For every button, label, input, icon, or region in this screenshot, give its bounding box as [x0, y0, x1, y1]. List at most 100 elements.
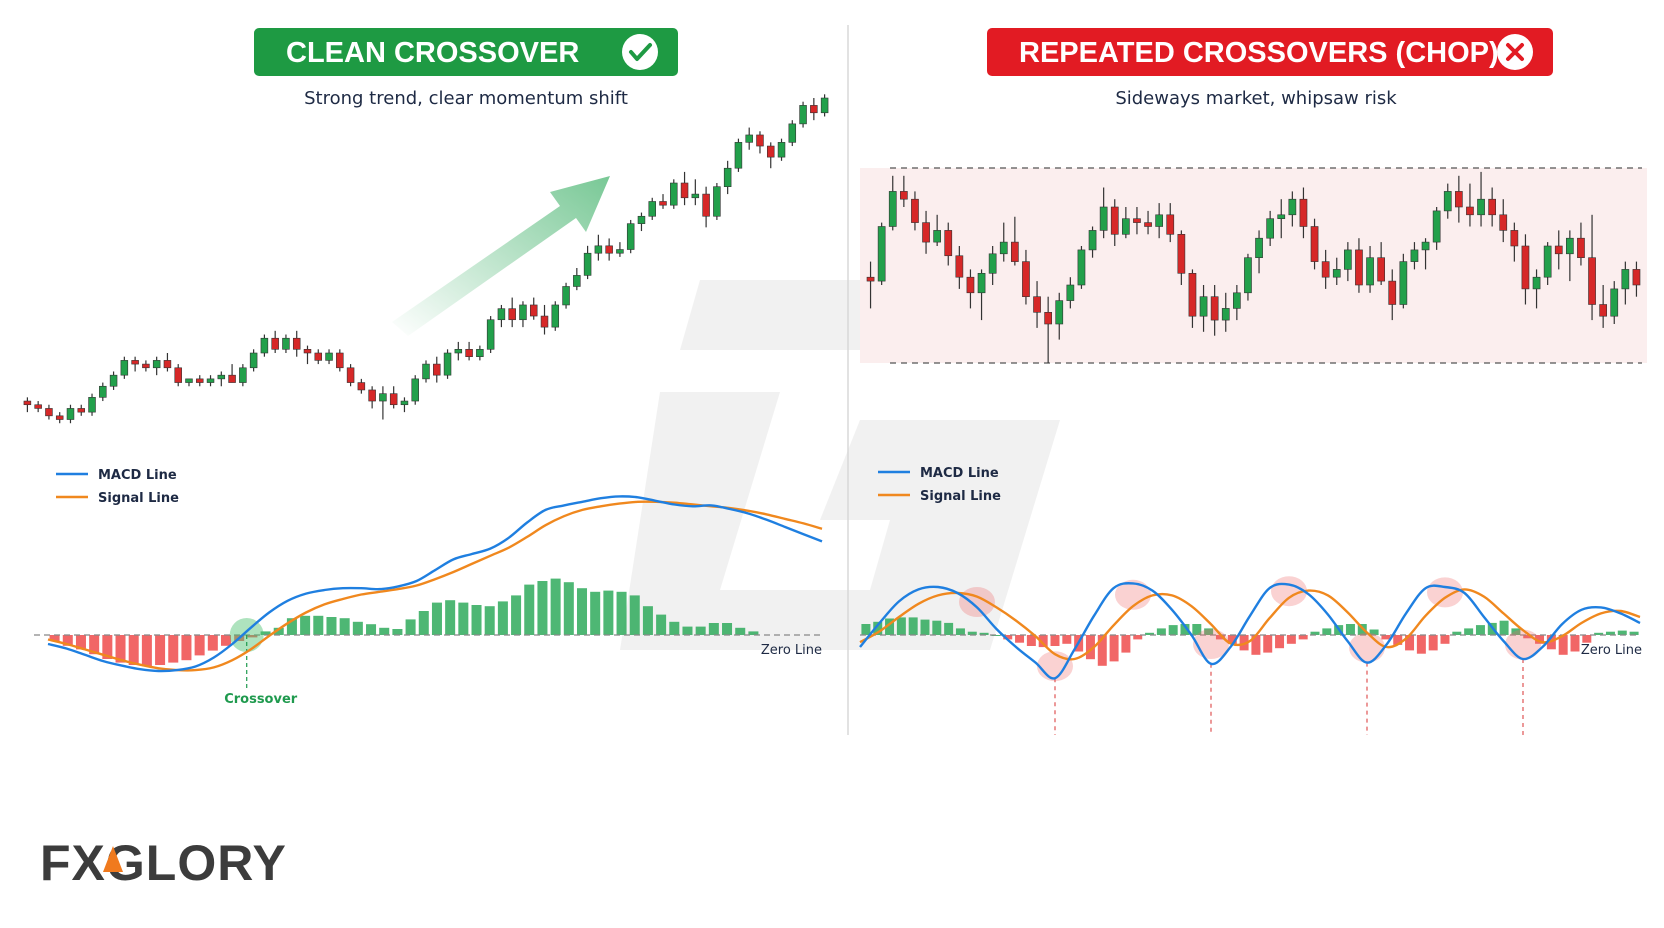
- candle: [899, 191, 908, 200]
- histogram-bar: [629, 595, 640, 635]
- legend: MACD Line Signal Line: [56, 468, 179, 506]
- candle: [1565, 237, 1574, 255]
- candle: [336, 352, 344, 369]
- histogram-bar: [1475, 625, 1485, 635]
- histogram-bar: [1310, 631, 1320, 635]
- histogram-bar: [207, 635, 218, 651]
- histogram-bar: [656, 614, 667, 635]
- histogram-bar: [1133, 635, 1143, 640]
- candle: [955, 255, 964, 278]
- histogram-bar: [445, 600, 456, 635]
- histogram-bar: [669, 621, 680, 635]
- histogram-bar: [1003, 635, 1013, 640]
- crossover-marker: [1037, 651, 1073, 682]
- candle: [77, 408, 86, 413]
- candle: [1199, 296, 1208, 317]
- candle: [648, 201, 656, 217]
- histogram-bar: [1227, 635, 1237, 644]
- candle: [1521, 245, 1530, 290]
- candle: [1033, 296, 1041, 313]
- histogram-bar: [1322, 628, 1332, 635]
- candle: [1133, 218, 1141, 223]
- histogram-bar: [1594, 632, 1604, 635]
- histogram-bar: [286, 618, 297, 635]
- candle: [1410, 249, 1419, 262]
- candle: [1232, 292, 1241, 309]
- histogram-bar: [896, 617, 906, 635]
- histogram-bar: [1275, 635, 1285, 649]
- histogram-bar: [1286, 635, 1296, 644]
- candle: [249, 352, 258, 369]
- histogram-bar: [194, 635, 205, 656]
- logo-text: FXGLORY: [40, 835, 287, 891]
- candle: [271, 337, 279, 350]
- candle: [1632, 269, 1641, 286]
- histogram-bar: [1605, 631, 1615, 635]
- candle: [1399, 261, 1408, 305]
- candle: [670, 182, 678, 206]
- histogram-bar: [1109, 635, 1119, 662]
- crossover-marker: [1505, 629, 1541, 660]
- histogram-bar: [603, 590, 614, 635]
- histogram-bar: [497, 601, 508, 635]
- candle: [99, 385, 107, 398]
- candles: [866, 171, 1641, 363]
- candle: [1210, 296, 1219, 321]
- chart-title: CLEAN CROSSOVER: [286, 37, 579, 69]
- candle: [379, 393, 387, 402]
- histogram-bar: [861, 624, 871, 635]
- histogram-bar: [722, 623, 733, 635]
- candle: [1355, 249, 1363, 286]
- candle: [1088, 230, 1097, 251]
- check-icon: [622, 34, 658, 70]
- histogram-bar: [431, 602, 442, 635]
- candle: [659, 201, 667, 206]
- macd-line: [859, 582, 1641, 680]
- histogram-bar: [1251, 635, 1261, 655]
- zero-line-label: Zero Line: [1581, 643, 1642, 658]
- candle: [1066, 284, 1075, 301]
- candle: [1488, 198, 1497, 216]
- histogram-bar: [405, 619, 416, 635]
- candle: [562, 286, 570, 306]
- candle: [1454, 191, 1463, 208]
- panel-clean: CLEAN CROSSOVER Strong trend, clear momen…: [23, 28, 829, 707]
- candle: [820, 97, 829, 114]
- whipsaw-markers: [1054, 659, 1524, 735]
- histogram-bar: [155, 635, 166, 665]
- histogram-bar: [1381, 635, 1391, 640]
- histogram-bar: [748, 631, 759, 635]
- histogram-bar: [418, 611, 429, 635]
- histogram-bar: [484, 606, 495, 635]
- candle: [1510, 230, 1519, 247]
- candle: [877, 226, 886, 282]
- candle: [163, 360, 172, 369]
- histogram-bar: [1215, 635, 1225, 640]
- candle: [691, 193, 700, 199]
- logo-accent-icon: [103, 846, 123, 872]
- panel-chop: REPEATED CROSSOVERS (CHOP) Sideways marke…: [859, 28, 1647, 735]
- candle: [55, 415, 64, 420]
- crossover-marker: [1349, 632, 1385, 663]
- histogram-bar: [1263, 635, 1273, 653]
- candle: [131, 360, 139, 365]
- zero-line-label: Zero Line: [761, 643, 822, 658]
- candle: [422, 363, 430, 380]
- candle: [1343, 249, 1352, 270]
- candle: [443, 352, 452, 376]
- histogram-bar: [260, 631, 271, 635]
- histogram-bar: [471, 605, 482, 635]
- candle: [605, 245, 613, 254]
- histogram-bar: [1570, 635, 1580, 652]
- histogram-bar: [128, 635, 139, 665]
- candle: [723, 167, 732, 187]
- candle: [1532, 276, 1541, 290]
- candle: [1277, 214, 1286, 220]
- candle: [616, 249, 624, 254]
- chart-subtitle: Strong trend, clear momentum shift: [304, 88, 628, 109]
- candle: [1255, 237, 1263, 258]
- candle: [88, 397, 96, 413]
- candle: [1377, 257, 1386, 282]
- candle: [1477, 198, 1485, 216]
- histogram-bar: [181, 635, 192, 661]
